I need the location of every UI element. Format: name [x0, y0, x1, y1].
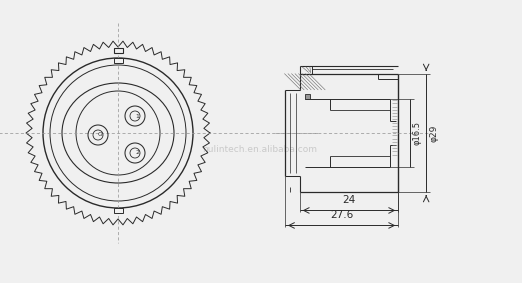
Bar [305, 94, 310, 99]
Bar [113, 48, 123, 53]
Text: nulintech.en.alibaba.com: nulintech.en.alibaba.com [203, 145, 317, 155]
Text: 27.6: 27.6 [330, 211, 353, 220]
Text: G: G [98, 132, 102, 138]
Text: 2: 2 [135, 151, 139, 155]
FancyBboxPatch shape [113, 58, 123, 63]
Text: 1: 1 [135, 113, 139, 119]
Text: φ16.5: φ16.5 [412, 121, 421, 145]
FancyBboxPatch shape [113, 208, 123, 213]
Text: φ29: φ29 [429, 124, 438, 142]
Text: 24: 24 [342, 196, 355, 205]
